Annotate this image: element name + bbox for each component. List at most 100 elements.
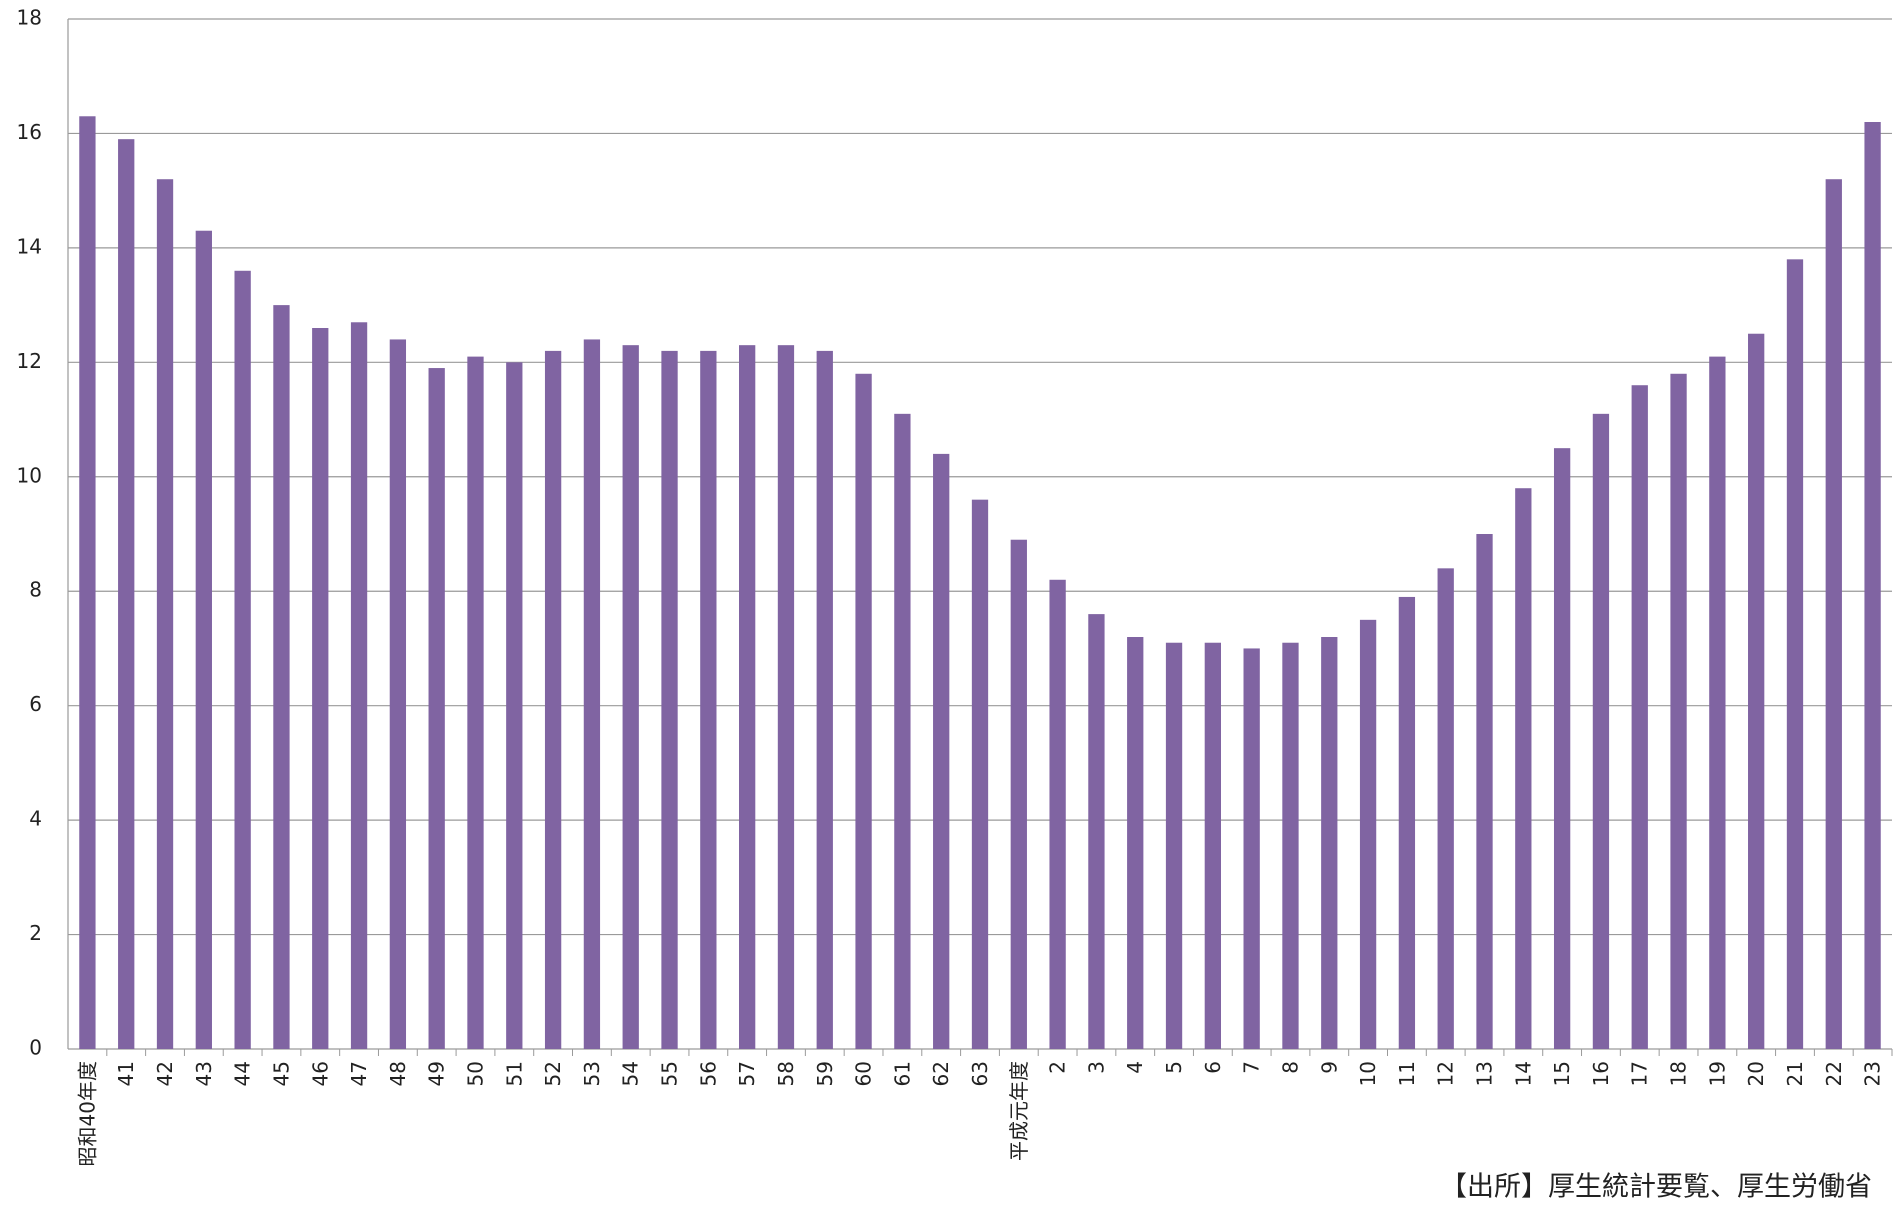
x-tick-label: 23: [1861, 1061, 1885, 1086]
x-tick-label: 44: [231, 1061, 255, 1086]
x-tick-label: 7: [1240, 1061, 1264, 1074]
bar: [1282, 642, 1299, 1049]
x-tick-label: 11: [1395, 1061, 1419, 1086]
x-tick-label: 51: [502, 1061, 526, 1086]
x-tick-label: 49: [425, 1061, 449, 1086]
x-tick-label: 2: [1046, 1061, 1070, 1074]
bar: [195, 230, 212, 1049]
bar: [1359, 619, 1377, 1049]
bar: [312, 328, 329, 1049]
bar: [1010, 539, 1027, 1049]
bar: [777, 345, 795, 1050]
x-tick-label: 14: [1511, 1061, 1535, 1086]
y-tick-label: 14: [17, 234, 42, 258]
bar: [894, 413, 911, 1049]
x-tick-label: 3: [1084, 1061, 1108, 1074]
x-tick-label: 6: [1201, 1061, 1225, 1074]
bar: [816, 350, 833, 1049]
x-tick-label: 18: [1667, 1061, 1691, 1086]
bar: [1786, 259, 1804, 1049]
bar: [1476, 534, 1493, 1049]
x-tick-label: 56: [696, 1061, 720, 1086]
x-tick-label: 12: [1434, 1061, 1458, 1086]
x-tick-label: 63: [968, 1061, 992, 1086]
x-tick-label: 50: [463, 1061, 487, 1086]
y-tick-label: 10: [17, 463, 42, 487]
x-tick-label: 57: [735, 1061, 759, 1086]
bar: [1321, 637, 1338, 1049]
bar: [1515, 488, 1532, 1049]
bar: [1049, 579, 1066, 1049]
y-tick-label: 12: [17, 349, 42, 373]
bar: [1398, 596, 1416, 1049]
x-tick-label: 41: [114, 1061, 138, 1086]
x-tick-label: 8: [1278, 1061, 1302, 1074]
x-tick-label: 43: [192, 1061, 216, 1086]
x-tick-label: 17: [1628, 1061, 1652, 1086]
bar: [1243, 648, 1260, 1049]
x-tick-label: 55: [658, 1061, 682, 1086]
bar: [661, 350, 678, 1049]
x-tick-label: 13: [1473, 1061, 1497, 1086]
bar: [389, 339, 407, 1049]
bar: [622, 345, 639, 1050]
y-tick-label: 8: [29, 578, 42, 602]
x-tick-label: 20: [1744, 1061, 1768, 1086]
bar: [467, 356, 484, 1050]
bar: [1825, 179, 1842, 1049]
x-tick-label: 15: [1550, 1061, 1574, 1086]
x-tick-label: 61: [890, 1061, 914, 1086]
bar: [350, 322, 368, 1049]
bar: [1748, 333, 1765, 1049]
y-tick-label: 16: [17, 120, 42, 144]
bar: [583, 339, 601, 1049]
x-tick-label: 4: [1123, 1061, 1147, 1074]
x-tick-label: 46: [308, 1061, 332, 1086]
bar: [1709, 356, 1726, 1050]
x-tick-label: 60: [852, 1061, 876, 1086]
x-tick-label: 62: [929, 1061, 953, 1086]
bar: [933, 453, 950, 1049]
x-tick-label: 21: [1783, 1061, 1807, 1086]
bar: [971, 499, 989, 1050]
y-tick-label: 4: [29, 807, 42, 831]
x-tick-label: 58: [774, 1061, 798, 1086]
y-tick-label: 6: [29, 692, 42, 716]
bar: [1127, 637, 1144, 1049]
bar: [156, 179, 174, 1049]
x-tick-label: 54: [619, 1061, 643, 1086]
bar: [855, 373, 872, 1049]
x-tick-label: 19: [1705, 1061, 1729, 1086]
bar: [1165, 642, 1183, 1049]
bar: [1631, 385, 1648, 1049]
bar: [273, 305, 290, 1050]
bar: [544, 350, 562, 1049]
x-tick-label: 42: [153, 1061, 177, 1086]
bar: [79, 116, 96, 1050]
source-note: 【出所】厚生統計要覧、厚生労働省: [1440, 1172, 1872, 1203]
bar: [1553, 448, 1571, 1050]
bar: [428, 368, 445, 1049]
bar: [700, 350, 717, 1049]
x-tick-label: 53: [580, 1061, 604, 1086]
x-tick-label: 9: [1317, 1061, 1341, 1074]
bar: [1670, 373, 1687, 1049]
x-tick-label: 45: [269, 1061, 293, 1086]
x-tick-label: 平成元年度: [1007, 1061, 1031, 1161]
bar: [1864, 122, 1881, 1049]
bar: [118, 139, 135, 1049]
x-tick-label: 48: [386, 1061, 410, 1086]
bar: [506, 362, 523, 1049]
bar: [1204, 642, 1222, 1049]
x-tick-label: 59: [813, 1061, 837, 1086]
bar: [1437, 568, 1454, 1049]
x-tick-label: 16: [1589, 1061, 1613, 1086]
x-tick-label: 52: [541, 1061, 565, 1086]
x-tick-label: 47: [347, 1061, 371, 1086]
x-tick-label: 昭和40年度: [75, 1061, 99, 1166]
y-tick-label: 18: [17, 6, 42, 30]
x-tick-label: 10: [1356, 1061, 1380, 1086]
x-tick-label: 5: [1162, 1061, 1186, 1074]
bar: [738, 345, 756, 1050]
